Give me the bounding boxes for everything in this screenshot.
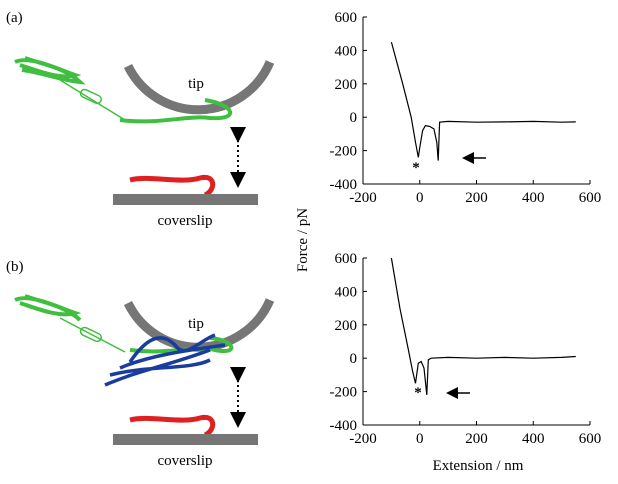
y-tick-label: -200 <box>330 144 358 160</box>
tip-label: tip <box>188 316 204 332</box>
annotation: * <box>414 385 422 401</box>
target-strand <box>129 174 216 198</box>
aggregate <box>104 333 226 387</box>
panel-label: (b) <box>6 259 24 275</box>
x-tick-label: 400 <box>522 190 545 206</box>
coverslip-shape <box>113 434 258 445</box>
coverslip-label: coverslip <box>158 453 213 469</box>
linker <box>59 79 126 121</box>
x-tick-label: 400 <box>522 431 545 447</box>
target-strand <box>129 414 216 438</box>
x-tick-label: 0 <box>416 431 424 447</box>
x-tick-label: 600 <box>579 431 602 447</box>
protein-domain <box>14 56 86 85</box>
x-axis-label: Extension / nm <box>433 458 524 474</box>
y-tick-label: 600 <box>335 10 358 26</box>
x-tick-label: 200 <box>465 431 488 447</box>
schematic-a: (a) tip coverslip <box>6 10 275 229</box>
protein-domain <box>14 294 82 322</box>
y-tick-label: -400 <box>330 177 358 193</box>
y-tick-label: 0 <box>350 110 358 126</box>
linker <box>59 317 126 353</box>
force-curve <box>390 257 576 395</box>
coverslip-shape <box>113 194 258 205</box>
x-tick-label: 0 <box>416 190 424 206</box>
x-tick-label: 600 <box>579 190 602 206</box>
x-tick-label: 200 <box>465 190 488 206</box>
peptide <box>119 98 233 124</box>
y-tick-label: 200 <box>335 77 358 93</box>
panel-label: (a) <box>6 10 23 26</box>
y-tick-label: 600 <box>335 251 358 267</box>
tip-shape <box>123 60 275 115</box>
y-tick-label: 400 <box>335 284 358 300</box>
tip-label: tip <box>188 76 204 92</box>
force-curve <box>390 41 576 161</box>
coverslip-label: coverslip <box>158 213 213 229</box>
y-tick-label: 200 <box>335 318 358 334</box>
y-tick-label: 400 <box>335 43 358 59</box>
y-axis-label: Force / pN <box>295 208 311 272</box>
annotation: * <box>412 160 420 176</box>
y-tick-label: -400 <box>330 418 358 434</box>
schematic-b: (b) tip coverslip <box>6 259 275 469</box>
linker <box>79 88 103 105</box>
peptide <box>129 336 234 354</box>
x-tick-label: -200 <box>349 431 377 447</box>
y-tick-label: 0 <box>350 351 358 367</box>
y-tick-label: -200 <box>330 385 358 401</box>
x-tick-label: -200 <box>349 190 377 206</box>
